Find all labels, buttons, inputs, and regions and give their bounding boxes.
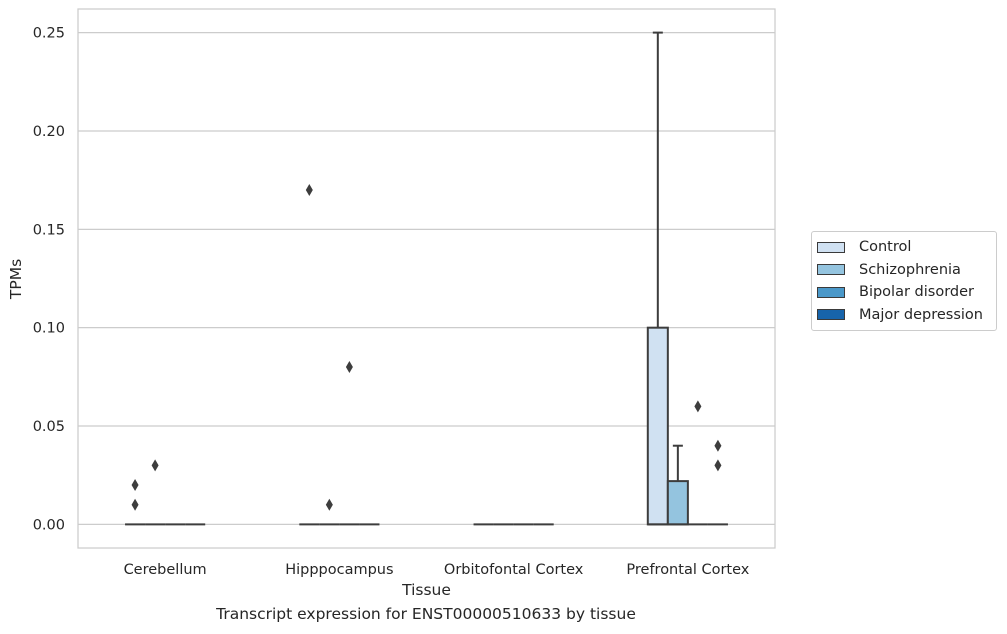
legend-item: Control — [812, 236, 996, 259]
y-tick-label: 0.00 — [33, 517, 65, 533]
outlier-point — [345, 361, 353, 374]
x-tick-label: Hipppocampus — [285, 562, 393, 578]
outlier-point — [694, 400, 702, 413]
legend-swatch — [817, 264, 845, 276]
box-body — [646, 326, 669, 526]
legend-swatch — [817, 241, 845, 253]
x-axis-ticks: Cerebellum Hipppocampus Orbitofontal Corte… — [124, 562, 750, 578]
y-tick-label: 0.05 — [33, 419, 65, 435]
legend-label: Control — [859, 239, 912, 256]
y-axis-label: TPMs — [7, 259, 25, 300]
legend-label: Major depression — [859, 306, 983, 323]
y-tick-label: 0.10 — [33, 321, 65, 337]
legend-label: Schizophrenia — [859, 261, 961, 278]
outlier-point — [714, 459, 722, 472]
outlier-point — [151, 459, 159, 472]
y-tick-label: 0.25 — [33, 26, 65, 42]
box-1-0 — [145, 459, 166, 526]
chart-caption: Transcript expression for ENST0000051063… — [216, 605, 636, 623]
legend-item: Major depression — [812, 304, 996, 327]
box-3-3 — [707, 439, 728, 526]
x-tick-label: Prefrontal Cortex — [626, 562, 749, 578]
legend-item: Schizophrenia — [812, 259, 996, 282]
x-tick-label: Orbitofontal Cortex — [444, 562, 584, 578]
x-tick-label: Cerebellum — [124, 562, 207, 578]
plot-background — [78, 9, 775, 548]
outlier-point — [131, 479, 139, 492]
y-tick-label: 0.15 — [33, 222, 65, 238]
box-2-3 — [687, 400, 708, 526]
box-2-1 — [339, 361, 360, 526]
outlier-point — [305, 183, 313, 196]
box-elements — [125, 31, 728, 526]
x-axis-label: Tissue — [401, 581, 451, 599]
box-0-0 — [125, 479, 146, 526]
legend: Control Schizophrenia Bipolar disorder Majo… — [811, 231, 997, 331]
y-tick-label: 0.20 — [33, 124, 65, 140]
outlier-point — [325, 498, 333, 511]
plot-frame — [77, 8, 776, 549]
outlier-point — [714, 439, 722, 452]
legend-label: Bipolar disorder — [859, 284, 974, 301]
box-0-3 — [646, 31, 669, 526]
box-1-3 — [666, 444, 689, 526]
legend-swatch — [817, 309, 845, 321]
box-1-1 — [319, 498, 340, 526]
legend-swatch — [817, 286, 845, 298]
y-axis-ticks: 0.00 0.05 0.10 0.15 0.20 0.25 — [33, 26, 65, 534]
outlier-point — [131, 498, 139, 511]
box-body — [666, 480, 689, 526]
box-0-1 — [299, 183, 320, 526]
legend-item: Bipolar disorder — [812, 281, 996, 304]
